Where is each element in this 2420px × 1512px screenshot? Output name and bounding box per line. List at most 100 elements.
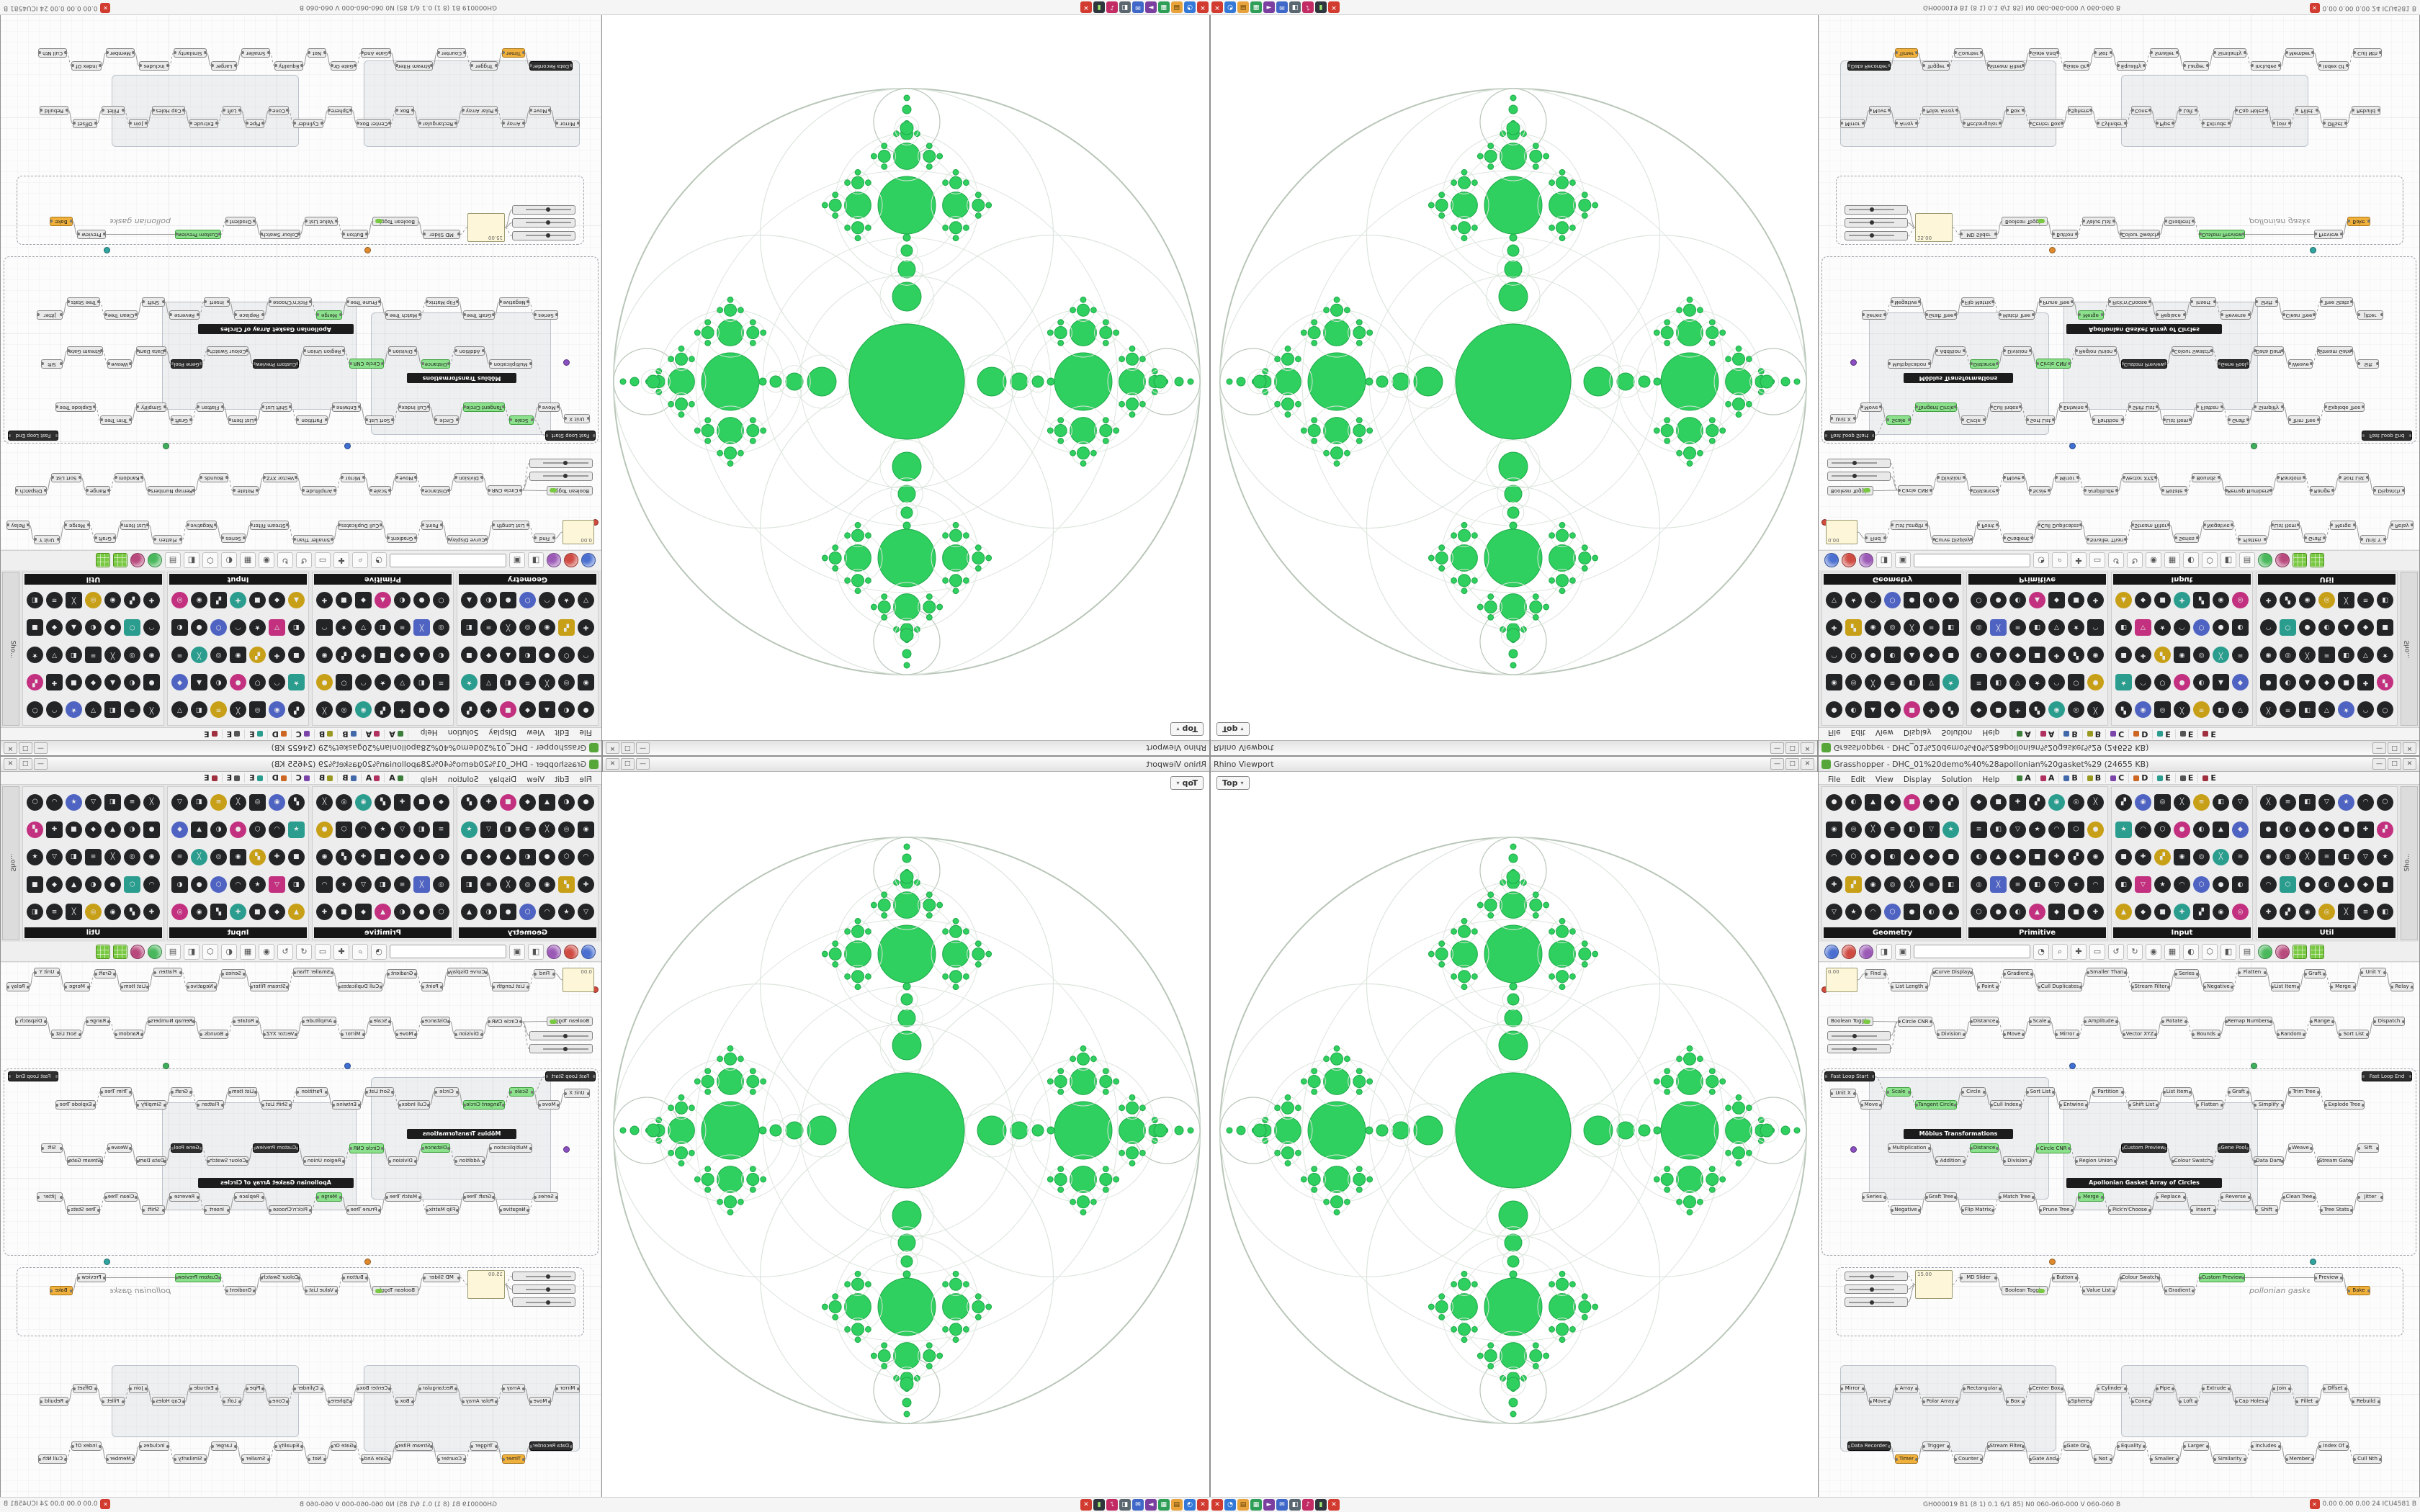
menu-solution[interactable]: Solution (1941, 775, 1973, 784)
gh-blob-orange[interactable] (2049, 247, 2056, 253)
palette-component-icon[interactable]: ╳ (1904, 618, 1920, 636)
palette-component-icon[interactable]: ✚ (2087, 591, 2104, 608)
display-sphere-purple-icon[interactable] (1859, 944, 1873, 959)
maximize-button[interactable]: □ (19, 742, 32, 754)
taskbar-app-terminal-icon[interactable]: ▮ (1093, 1499, 1105, 1511)
gh-node-division[interactable]: Division (454, 1030, 483, 1039)
gh-node-graft-tree[interactable]: Graft Tree (1925, 310, 1957, 320)
gh-blob-teal[interactable] (2310, 247, 2316, 253)
palette-component-icon[interactable]: ╳ (1865, 674, 1881, 691)
gh-node-sort-list[interactable]: Sort List (2339, 473, 2369, 482)
gh-node-graft-tree[interactable]: Graft Tree (463, 310, 495, 320)
close-button[interactable]: ✕ (606, 758, 619, 770)
gh-node-graft[interactable]: Graft (2304, 534, 2326, 543)
palette-component-icon[interactable]: ◐ (1884, 848, 1901, 865)
gh-node-custom-preview[interactable]: Custom Preview (2121, 359, 2167, 369)
gh-node-smaller[interactable]: Smaller (241, 48, 270, 58)
palette-component-icon[interactable]: ≡ (1971, 674, 1987, 691)
palette-component-icon[interactable]: ✚ (269, 848, 285, 865)
palette-component-icon[interactable]: ≡ (480, 876, 497, 894)
palette-component-icon[interactable]: ★ (375, 674, 391, 691)
gh-node-boolean-toggle[interactable]: Boolean Toggle (1827, 486, 1873, 495)
palette-component-icon[interactable]: ╳ (143, 701, 160, 719)
gh-node-fillet[interactable]: Fillet (102, 106, 125, 115)
palette-component-icon[interactable]: ★ (375, 821, 391, 838)
palette-component-icon[interactable]: ◎ (249, 793, 266, 811)
palette-component-icon[interactable]: ◠ (2357, 701, 2374, 719)
canvas-toggle-icon[interactable] (113, 944, 127, 959)
gh-node-sphere[interactable]: Sphere (2068, 1397, 2092, 1406)
hexagon-tool-icon[interactable]: ⬡ (2202, 943, 2218, 960)
gh-node-custom-preview[interactable]: Custom Preview (175, 230, 221, 239)
palette-component-icon[interactable]: ◆ (2048, 591, 2065, 608)
gh-node-rebuild[interactable]: Rebuild (2352, 1397, 2380, 1406)
palette-component-icon[interactable]: ▲ (2338, 876, 2354, 894)
palette-component-icon[interactable]: ◠ (269, 821, 285, 838)
gh-node-button[interactable]: Button (342, 1273, 368, 1282)
palette-component-icon[interactable]: ◐ (1845, 701, 1862, 719)
gh-tab-b-3[interactable]: B (2081, 729, 2106, 739)
palette-component-icon[interactable]: ≡ (394, 618, 411, 636)
palette-component-icon[interactable]: ◠ (539, 591, 555, 608)
palette-component-icon[interactable]: ◠ (2135, 674, 2151, 691)
palette-component-icon[interactable]: ◧ (2338, 647, 2354, 664)
gh-node-data-dam[interactable]: Data Dam (2254, 1156, 2284, 1166)
palette-component-icon[interactable]: ◐ (85, 618, 102, 636)
palette-component-icon[interactable]: ◎ (519, 618, 536, 636)
taskbar-close-icon[interactable]: ✕ (1211, 1499, 1223, 1511)
palette-component-icon[interactable]: ✚ (1923, 793, 1940, 811)
taskbar-app-sheets-icon[interactable]: ▦ (1158, 1, 1170, 13)
palette-component-icon[interactable]: ⬡ (2280, 876, 2296, 894)
palette-component-icon[interactable]: ★ (2068, 618, 2084, 636)
gh-node-find[interactable]: Find (1865, 969, 1886, 978)
palette-component-icon[interactable]: ≡ (2232, 647, 2249, 664)
palette-component-icon[interactable]: ★ (1942, 674, 1959, 691)
palette-component-icon[interactable]: ● (1865, 848, 1881, 865)
palette-component-icon[interactable]: ◆ (2318, 821, 2335, 838)
taskbar-app-terminal-icon[interactable]: ▮ (1093, 1, 1105, 13)
gh-node-trigger[interactable]: Trigger (470, 1441, 498, 1451)
view-tab-top[interactable]: Top ▾ (1170, 776, 1204, 790)
gh-node-point[interactable]: Point (421, 982, 443, 991)
palette-component-icon[interactable]: ■ (2338, 821, 2354, 838)
gh-node-entwine[interactable]: Entwine (2059, 402, 2088, 412)
palette-component-icon[interactable]: ◆ (85, 821, 102, 838)
gh-node-stream-gate[interactable]: Stream Gate (2317, 346, 2353, 356)
gh-node-not[interactable]: Not (2094, 48, 2112, 58)
palette-component-icon[interactable]: ≡ (124, 701, 140, 719)
palette-component-icon[interactable]: ◧ (2377, 904, 2393, 921)
gh-tab-e-8[interactable]: E (200, 773, 223, 783)
palette-component-icon[interactable]: ● (230, 821, 246, 838)
gh-node-md-slider[interactable]: MD Slider (423, 1273, 460, 1282)
gh-blob-blue[interactable] (344, 1063, 351, 1069)
gh-node-colour-swatch[interactable]: Colour Swatch (207, 1156, 248, 1166)
palette-component-icon[interactable]: ≡ (85, 647, 102, 664)
gh-node-box[interactable]: Box (2006, 106, 2025, 115)
palette-component-icon[interactable]: ■ (288, 848, 305, 865)
gh-node-curve-display[interactable]: Curve Display (1932, 535, 1973, 544)
gh-tab-b-3[interactable]: B (2081, 773, 2105, 783)
palette-component-icon[interactable]: ▽ (269, 618, 285, 636)
gh-node-distance[interactable]: Distance (1970, 1017, 1999, 1026)
palette-component-icon[interactable]: ▽ (355, 876, 372, 894)
gh-node-extrude[interactable]: Extrude (189, 119, 218, 128)
gh-node-includes[interactable]: Includes (2251, 61, 2281, 71)
gh-node-reverse[interactable]: Reverse (169, 310, 200, 320)
palette-component-icon[interactable]: ╳ (2174, 701, 2190, 719)
palette-component-icon[interactable]: ★ (1845, 591, 1862, 608)
gh-node-member[interactable]: Member (106, 1454, 135, 1464)
palette-component-icon[interactable]: ≡ (2318, 647, 2335, 664)
gh-node-stream-gate[interactable]: Stream Gate (2317, 1156, 2353, 1166)
palette-component-icon[interactable]: ● (2260, 821, 2277, 838)
gh-node-cone[interactable]: Cone (2131, 106, 2151, 115)
gh-node-tangent-circle[interactable]: Tangent Circle (1915, 1100, 1957, 1110)
palette-component-icon[interactable]: ◉ (191, 591, 207, 608)
palette-component-icon[interactable]: ≡ (2357, 904, 2374, 921)
gh-node-polar-array[interactable]: Polar Array (1922, 1397, 1958, 1406)
palette-component-icon[interactable]: ● (2213, 876, 2229, 894)
gh-node-jitter[interactable]: Jitter (2357, 1192, 2383, 1202)
gh-tab-e-6[interactable]: E (245, 773, 268, 783)
gh-node-series[interactable]: Series (1862, 310, 1886, 320)
palette-component-icon[interactable]: ◆ (480, 647, 497, 664)
palette-component-icon[interactable]: ≡ (480, 618, 497, 636)
